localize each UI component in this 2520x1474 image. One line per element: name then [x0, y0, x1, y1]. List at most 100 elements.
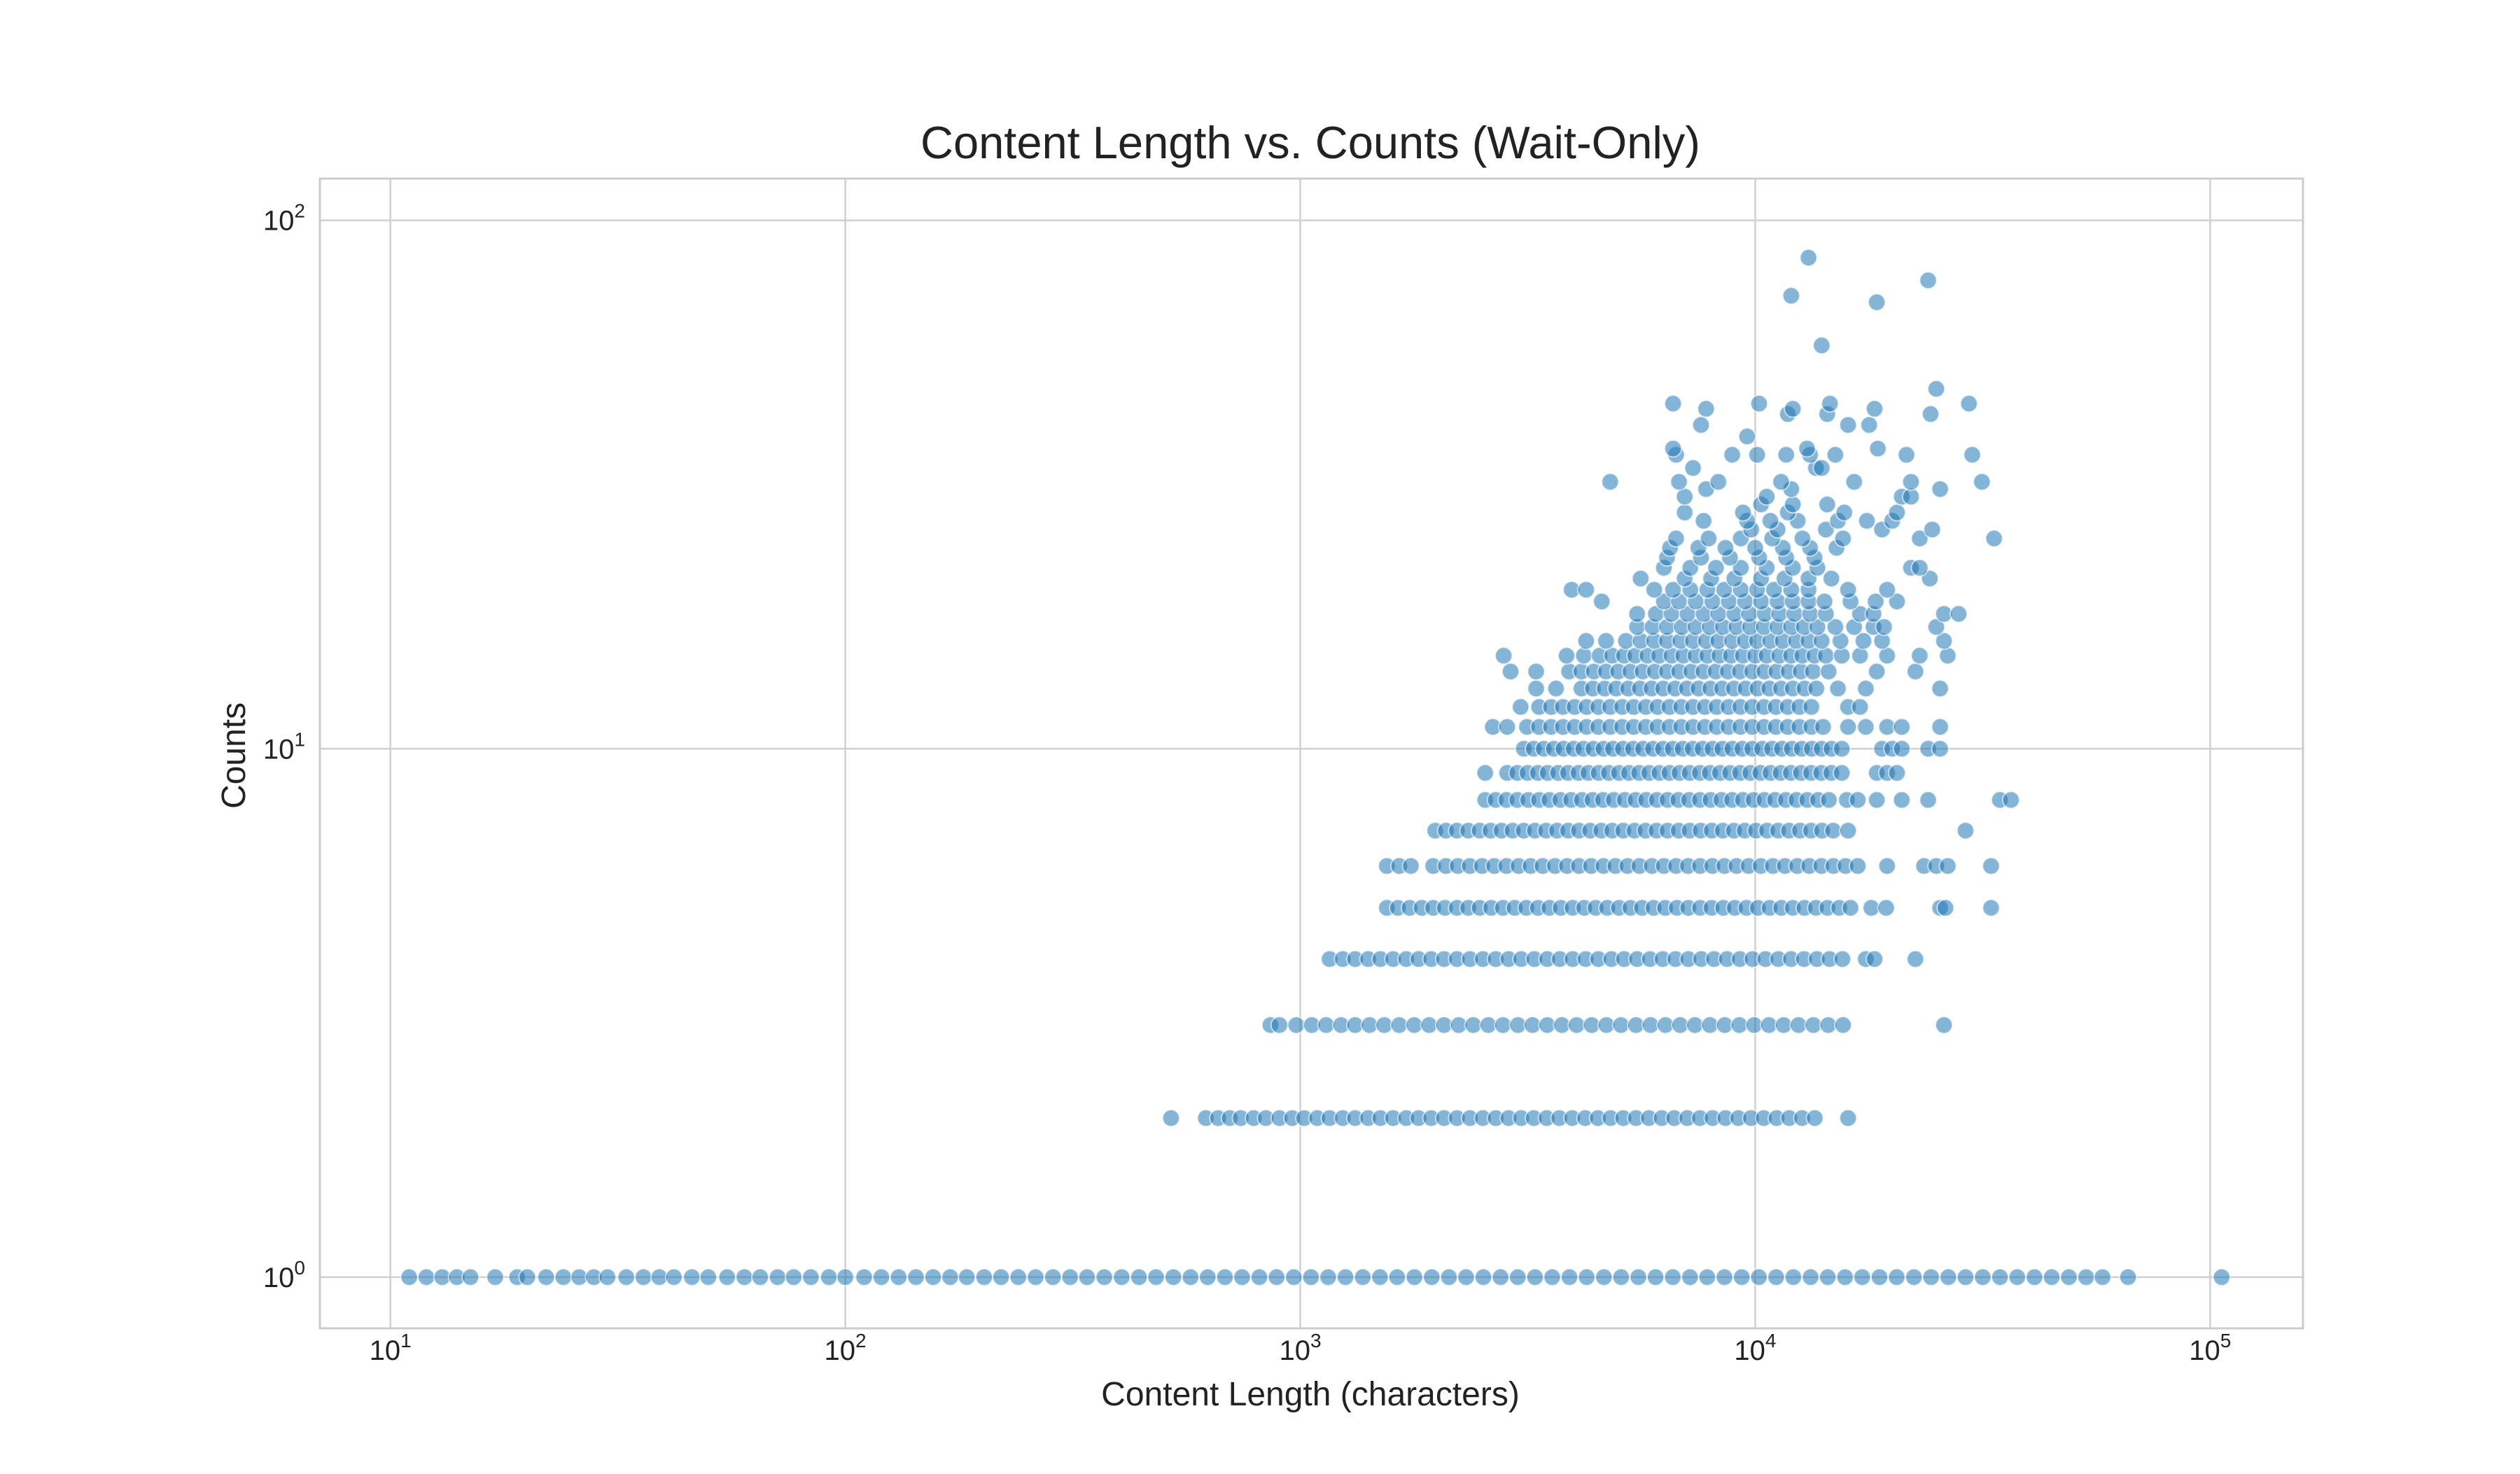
- data-point: [1401, 856, 1420, 875]
- y-tick-label: 100: [263, 1257, 305, 1293]
- data-point: [2025, 1267, 2044, 1286]
- data-point: [1839, 718, 1858, 737]
- data-point: [1422, 1267, 1441, 1286]
- data-point: [1026, 1267, 1045, 1286]
- data-point: [1856, 679, 1875, 698]
- data-point: [1949, 604, 1968, 623]
- data-point: [1856, 718, 1875, 737]
- data-point: [1906, 950, 1925, 968]
- x-axis-label: Content Length (characters): [1101, 1376, 1520, 1413]
- data-point: [1833, 763, 1851, 782]
- data-point: [1734, 503, 1752, 522]
- data-point: [1858, 511, 1876, 530]
- data-point: [1723, 445, 1742, 464]
- x-tick-exponent: 1: [400, 1330, 412, 1351]
- data-point: [1692, 415, 1710, 434]
- data-point: [1405, 1267, 1424, 1286]
- data-point: [1819, 791, 1838, 809]
- data-point: [1888, 592, 1906, 611]
- data-point: [1931, 718, 1949, 737]
- data-point: [1868, 662, 1886, 681]
- data-point: [1546, 679, 1565, 698]
- data-point: [682, 1267, 701, 1286]
- data-point: [1697, 399, 1716, 418]
- data-point: [1576, 632, 1595, 651]
- data-point: [1939, 1267, 1958, 1286]
- data-point: [1819, 1267, 1837, 1286]
- data-point: [1854, 632, 1873, 651]
- data-point: [1865, 950, 1884, 968]
- data-point: [1801, 1267, 1820, 1286]
- x-tick-base: 10: [1734, 1335, 1765, 1366]
- data-point: [975, 1267, 993, 1286]
- data-point: [1799, 249, 1818, 267]
- data-point: [1749, 1267, 1768, 1286]
- x-tick-base: 10: [1279, 1335, 1310, 1366]
- data-point: [1833, 1015, 1852, 1034]
- data-point: [889, 1267, 908, 1286]
- data-point: [1905, 1267, 1924, 1286]
- data-point: [1919, 791, 1938, 809]
- data-point: [2043, 1267, 2061, 1286]
- data-point: [1078, 1267, 1096, 1286]
- data-point: [1494, 646, 1513, 665]
- data-point: [1804, 662, 1822, 681]
- y-tick-base: 10: [263, 206, 295, 237]
- data-point: [1784, 399, 1802, 418]
- data-point: [2008, 1267, 2026, 1286]
- data-point: [1527, 662, 1546, 681]
- data-point: [1897, 445, 1916, 464]
- data-point: [2059, 1267, 2078, 1286]
- data-point: [1631, 569, 1650, 588]
- data-point: [941, 1267, 960, 1286]
- data-point: [1798, 439, 1816, 458]
- data-point: [1095, 1267, 1114, 1286]
- data-point: [1818, 495, 1837, 514]
- data-point: [1819, 662, 1838, 681]
- data-point: [1826, 618, 1844, 637]
- data-point: [1181, 1267, 1200, 1286]
- data-point: [1923, 520, 1942, 539]
- data-point: [1112, 1267, 1131, 1286]
- data-point: [1457, 1267, 1476, 1286]
- data-point: [1663, 1267, 1682, 1286]
- data-point: [1921, 405, 1940, 424]
- data-point: [1802, 697, 1821, 716]
- data-point: [1906, 662, 1925, 681]
- data-point: [1474, 1267, 1493, 1286]
- data-point: [1130, 1267, 1149, 1286]
- data-point: [1839, 415, 1858, 434]
- data-point: [1502, 662, 1520, 681]
- data-point: [1009, 1267, 1028, 1286]
- x-tick-label: 102: [825, 1330, 867, 1366]
- data-point: [1491, 1267, 1510, 1286]
- x-tick-base: 10: [825, 1335, 856, 1366]
- data-point: [1877, 580, 1896, 599]
- data-point: [1927, 380, 1946, 398]
- data-point: [554, 1267, 573, 1286]
- data-point: [1684, 459, 1702, 478]
- y-tick-label: 101: [263, 728, 305, 765]
- data-point: [1892, 739, 1911, 758]
- data-point: [1250, 1267, 1269, 1286]
- data-point: [1936, 898, 1955, 917]
- x-tick-exponent: 4: [1765, 1330, 1777, 1351]
- data-point: [1716, 538, 1735, 557]
- data-point: [784, 1267, 803, 1286]
- data-point: [1910, 646, 1929, 665]
- data-point: [1267, 1267, 1286, 1286]
- data-point: [1826, 445, 1844, 464]
- plot-frame: [318, 177, 2304, 1330]
- data-point: [1670, 473, 1688, 492]
- data-point: [1319, 1267, 1338, 1286]
- data-point: [1715, 1267, 1734, 1286]
- data-point: [1629, 1267, 1648, 1286]
- data-point: [1835, 1267, 1854, 1286]
- data-point: [1865, 399, 1884, 418]
- data-point: [1839, 821, 1858, 840]
- data-point: [1841, 898, 1860, 917]
- data-point: [1868, 791, 1886, 809]
- data-point: [1284, 1267, 1303, 1286]
- data-point: [1748, 445, 1767, 464]
